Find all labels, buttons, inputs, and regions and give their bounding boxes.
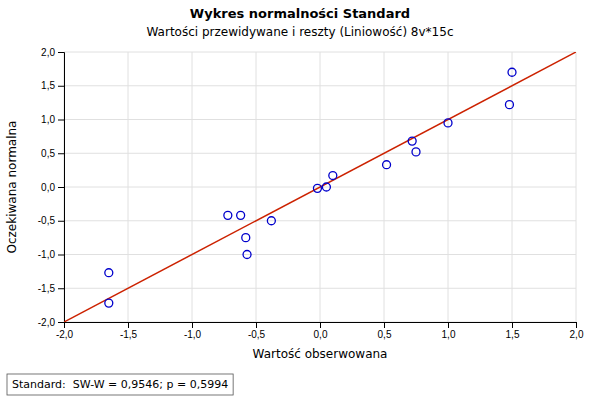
tick: -0,5: [248, 322, 266, 340]
tick-mark: [58, 86, 64, 87]
scatter-point: [412, 148, 420, 156]
reference-line: [64, 52, 576, 322]
scatter-point: [224, 211, 232, 219]
title: Wykres normalności Standard: [190, 6, 410, 21]
tick-label: -1,5: [120, 329, 138, 340]
tick-mark: [192, 322, 193, 328]
tick: 0,5: [41, 148, 64, 159]
chart: -2,0-1,5-1,0-0,50,00,51,01,52,0-2,0-1,5-…: [0, 0, 600, 400]
x-axis: -2,0 -1,5 -1,0 -0,5 0,0 0,5 1,0 1,5 2,0: [56, 322, 584, 340]
tick-mark: [320, 322, 321, 328]
tick: -1,5: [38, 283, 64, 294]
annotation: Standard: SW-W = 0,9546; p = 0,5994: [12, 378, 228, 391]
tick: 0,5: [378, 322, 392, 340]
grid-line-y: [64, 288, 576, 289]
tick: -1,5: [120, 322, 138, 340]
tick-label: 0,5: [41, 148, 55, 159]
scatter-point: [444, 119, 452, 127]
tick: 0,0: [41, 182, 64, 193]
tick-mark: [256, 322, 257, 328]
scatter-point: [243, 251, 251, 259]
tick-label: 0,5: [378, 329, 392, 340]
tick-label: 2,0: [41, 47, 55, 58]
scatter-point: [267, 217, 275, 225]
tick-label: -2,0: [56, 329, 74, 340]
tick: -1,0: [184, 322, 202, 340]
scatter-point: [383, 161, 391, 169]
annotation-box: Standard: SW-W = 0,9546; p = 0,5994: [7, 374, 233, 395]
tick-label: -1,5: [38, 283, 56, 294]
scatter-point: [105, 299, 113, 307]
tick: 1,5: [506, 322, 520, 340]
x-axis-label: Wartość obserwowana: [253, 347, 388, 361]
scatter-point: [408, 137, 416, 145]
scatter-point: [105, 269, 113, 277]
grid-line-y: [64, 119, 576, 120]
tick-mark: [58, 255, 64, 256]
tick-label: 1,0: [41, 114, 55, 125]
tick: -0,5: [38, 215, 64, 226]
tick: -2,0: [38, 317, 64, 328]
grid-line-y: [64, 220, 576, 221]
tick-label: -1,0: [38, 249, 56, 260]
tick-mark: [58, 288, 64, 289]
tick-mark: [58, 322, 64, 323]
grid-line-y: [64, 254, 576, 255]
axis-line: [65, 323, 577, 329]
tick-label: 0,0: [41, 182, 55, 193]
axis-line: [58, 53, 65, 323]
scatter-point: [322, 183, 330, 191]
tick-label: -0,5: [248, 329, 266, 340]
tick-mark: [448, 322, 449, 328]
grid: [64, 52, 576, 322]
tick: -1,0: [38, 249, 64, 260]
tick-mark: [576, 322, 577, 328]
scatter-point: [508, 68, 516, 76]
tick-mark: [128, 322, 129, 328]
tick-label: 1,5: [41, 80, 55, 91]
tick-mark: [58, 120, 64, 121]
scatter-point: [313, 184, 321, 192]
tick-label: 1,0: [442, 329, 456, 340]
tick-label: -1,0: [184, 329, 202, 340]
tick: 1,0: [41, 114, 64, 125]
scatter-point: [242, 234, 250, 242]
y-axis-label: Oczekiwana normalna: [5, 121, 19, 254]
tick-mark: [512, 322, 513, 328]
tick-label: -0,5: [38, 215, 56, 226]
annotation-frame: [7, 374, 233, 395]
tick: 1,0: [442, 322, 456, 340]
tick: 2,0: [41, 47, 64, 58]
tick-label: 0,0: [314, 329, 328, 340]
tick-mark: [384, 322, 385, 328]
tick-mark: [58, 221, 64, 222]
tick-mark: [58, 187, 64, 188]
scatter-point: [237, 211, 245, 219]
tick: 1,5: [41, 80, 64, 91]
grid-line-y: [64, 153, 576, 154]
tick-label: 1,5: [506, 329, 520, 340]
subtitle: Wartości przewidywane i reszty (Liniowoś…: [147, 25, 454, 39]
grid-line-y: [64, 52, 576, 53]
scatter-point: [505, 101, 513, 109]
tick-mark: [58, 52, 64, 53]
tick-mark: [58, 153, 64, 154]
marks: [64, 52, 576, 322]
tick-label: 2,0: [570, 329, 584, 340]
tick: -2,0: [56, 322, 74, 340]
tick: 0,0: [314, 322, 328, 340]
tick: 2,0: [570, 322, 584, 340]
scatter-point: [329, 172, 337, 180]
plot-area: -2,0-1,5-1,0-0,50,00,51,01,52,0-2,0-1,5-…: [38, 47, 584, 340]
grid-line-y: [64, 85, 576, 86]
tick-label: -2,0: [38, 317, 56, 328]
y-axis: -2,0 -1,5 -1,0 -0,5 0,0 0,5 1,0 1,5 2,0: [38, 47, 65, 328]
